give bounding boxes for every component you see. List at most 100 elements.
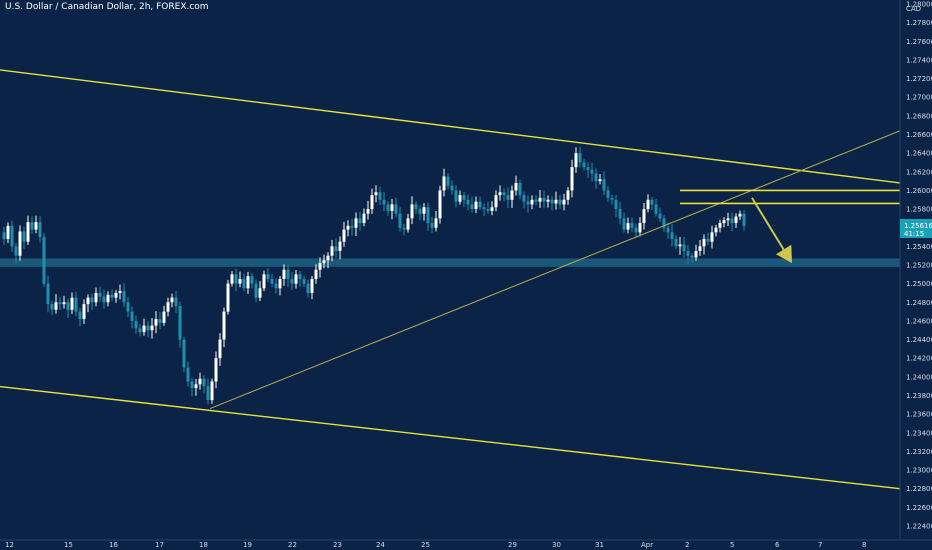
- candle-body: [242, 278, 246, 289]
- trendline[interactable]: [209, 130, 901, 410]
- y-tick-label: 1.26400: [906, 150, 932, 158]
- candle-body: [722, 220, 726, 224]
- candle-body: [570, 167, 574, 191]
- y-tick-label: 1.27400: [906, 56, 932, 64]
- candle-body: [686, 251, 690, 256]
- candle-body: [374, 192, 378, 196]
- candle-body: [42, 237, 46, 284]
- candle-body: [70, 297, 74, 310]
- x-axis: 12 15 16 17 18 19 22 23 24 25 29 30 31 Apr 2 5 6 7 8: [0, 539, 932, 549]
- candle-body: [118, 291, 122, 293]
- candle-body: [438, 190, 442, 219]
- candle-body: [514, 182, 518, 191]
- x-tick-label: 23: [333, 541, 342, 549]
- candle-body: [238, 278, 242, 284]
- candle-body: [254, 283, 258, 298]
- y-tick-label: 1.23000: [906, 467, 932, 475]
- candle-body: [342, 229, 346, 242]
- candle-body: [130, 311, 134, 321]
- candle-body: [326, 255, 330, 261]
- x-tick-label: 12: [5, 541, 14, 549]
- candle-body: [478, 201, 482, 208]
- candle-body: [46, 283, 50, 305]
- candle-body: [354, 218, 358, 228]
- candle-body: [350, 225, 354, 228]
- y-tick-label: 1.25200: [906, 262, 932, 270]
- candle-body: [630, 223, 634, 228]
- candle-body: [54, 302, 58, 310]
- candle-body: [306, 283, 310, 293]
- x-tick-label: 16: [109, 541, 118, 549]
- candle-body: [530, 199, 534, 205]
- x-tick-label: 18: [199, 541, 208, 549]
- candle-body: [366, 209, 370, 214]
- y-tick-label: 1.27600: [906, 38, 932, 46]
- candle-body: [158, 319, 162, 323]
- candle-body: [714, 227, 718, 233]
- x-tick-label: 19: [243, 541, 252, 549]
- candle-body: [462, 195, 466, 200]
- candle-body: [318, 263, 322, 270]
- x-tick-label: Apr: [641, 541, 653, 549]
- candle-body: [142, 325, 146, 333]
- candle-body: [218, 339, 222, 359]
- candle-body: [418, 209, 422, 214]
- trendline[interactable]: [0, 384, 901, 490]
- candle-body: [706, 238, 710, 242]
- x-tick-label: 29: [508, 541, 517, 549]
- candle-body: [154, 319, 158, 326]
- candle-body: [434, 218, 438, 228]
- x-tick-label: 30: [552, 541, 561, 549]
- candle-body: [194, 384, 198, 389]
- x-tick-label: 15: [64, 541, 73, 549]
- candle-body: [138, 328, 142, 333]
- candle-body: [294, 274, 298, 284]
- candle-body: [94, 292, 98, 303]
- candle-body: [402, 227, 406, 230]
- y-tick-label: 1.26000: [906, 187, 932, 195]
- candle-body: [122, 291, 126, 303]
- arrow-shaft[interactable]: [751, 197, 785, 251]
- candle-body: [186, 367, 190, 382]
- candle-body: [10, 225, 14, 247]
- x-tick-label: 7: [818, 541, 822, 549]
- support-zone-layer: [0, 258, 900, 267]
- candle-body: [566, 190, 570, 200]
- chart-title: U.S. Dollar / Canadian Dollar, 2h, FOREX…: [5, 2, 209, 12]
- candle-body: [338, 241, 342, 252]
- candle-body: [450, 185, 454, 191]
- candle-body: [658, 213, 662, 219]
- candle-body: [542, 197, 546, 202]
- current-price-tag: 1.25616 41:15: [900, 219, 932, 238]
- candle-body: [470, 204, 474, 210]
- candle-body: [214, 358, 218, 382]
- candle-body: [18, 231, 22, 256]
- candle-body: [386, 204, 390, 211]
- y-tick-label: 1.24400: [906, 336, 932, 344]
- candle-body: [662, 218, 666, 228]
- candle-body: [638, 223, 642, 233]
- candle-body: [526, 201, 530, 205]
- candle-body: [390, 204, 394, 211]
- candle-body: [190, 381, 194, 389]
- candle-body: [538, 197, 542, 202]
- candle-body: [490, 207, 494, 211]
- candle-body: [618, 209, 622, 219]
- arrow-head[interactable]: [775, 244, 792, 264]
- candle-body: [650, 199, 654, 205]
- candle-body: [442, 176, 446, 191]
- y-tick-label: 1.25400: [906, 243, 932, 251]
- candle-body: [614, 199, 618, 210]
- y-tick-label: 1.27800: [906, 19, 932, 27]
- candle-body: [34, 222, 38, 230]
- candle-body: [642, 209, 646, 224]
- candle-body: [170, 297, 174, 303]
- candle-body: [246, 276, 250, 289]
- x-tick-label: 6: [775, 541, 780, 549]
- candle-body: [226, 283, 230, 312]
- trendline[interactable]: [0, 67, 901, 184]
- y-tick-label: 1.24000: [906, 373, 932, 381]
- candle-body: [694, 251, 698, 258]
